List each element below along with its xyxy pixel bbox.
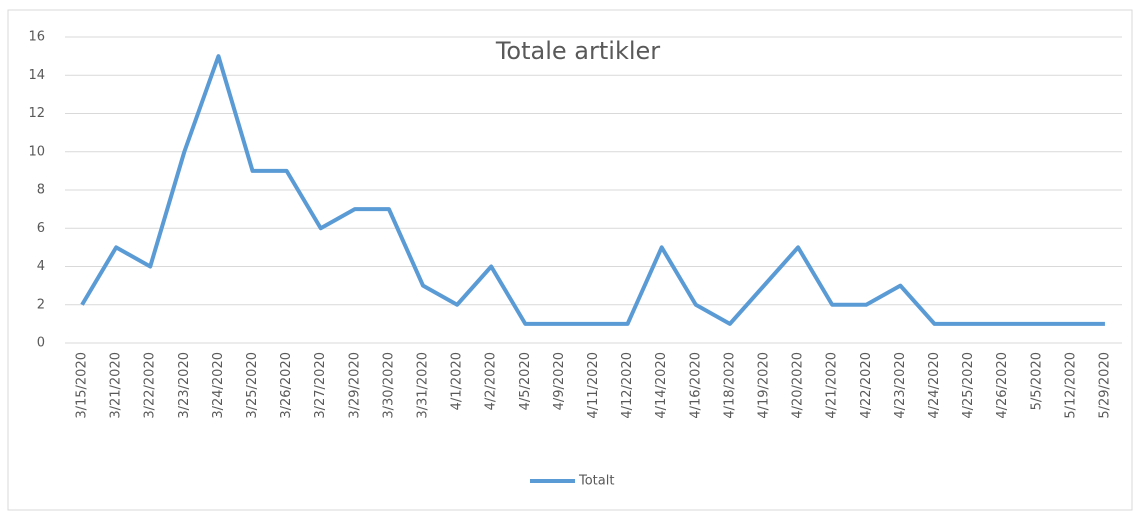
x-tick-label: 3/26/2020 [279,352,294,419]
y-tick-label: 16 [28,30,45,45]
y-tick-label: 14 [28,68,45,83]
line-series [80,54,1105,326]
x-tick-label: 4/2/2020 [484,352,499,410]
x-tick-label: 4/16/2020 [688,352,703,419]
y-tick-label: 10 [28,144,45,159]
x-tick-label: 3/22/2020 [143,352,158,419]
x-tick-label: 4/18/2020 [722,352,737,419]
x-tick-label: 3/29/2020 [347,352,362,419]
x-tick-label: 3/15/2020 [75,352,90,419]
x-tick-label: 4/24/2020 [927,352,942,419]
x-tick-label: 3/30/2020 [381,352,396,419]
x-tick-label: 3/31/2020 [416,352,431,419]
x-tick-label: 4/12/2020 [620,352,635,419]
x-tick-label: 4/25/2020 [961,352,976,419]
x-tick-label: 4/20/2020 [791,352,806,419]
y-tick-label: 0 [37,336,45,351]
x-tick-label: 4/1/2020 [450,352,465,410]
y-tick-label: 12 [28,106,45,121]
x-tick-label: 3/24/2020 [211,352,226,419]
chart-frame [7,9,1133,511]
x-tick-label: 4/21/2020 [825,352,840,419]
y-tick-label: 6 [37,221,45,236]
x-tick-label: 3/23/2020 [177,352,192,419]
x-tick-label: 4/26/2020 [995,352,1010,419]
legend-label: Totalt [578,474,614,489]
x-tick-label: 4/11/2020 [586,352,601,419]
x-tick-label: 4/22/2020 [859,352,874,419]
y-tick-label: 4 [37,259,45,274]
y-tick-label: 2 [37,297,45,312]
x-tick-label: 4/9/2020 [552,352,567,410]
x-tick-label: 5/12/2020 [1063,352,1078,419]
chart-title: Totale artikler [495,37,660,65]
x-tick-label: 4/5/2020 [518,352,533,410]
x-tick-label: 5/5/2020 [1029,352,1044,410]
x-tick-label: 4/14/2020 [654,352,669,419]
x-tick-label: 4/23/2020 [893,352,908,419]
x-tick-label: 3/25/2020 [245,352,260,419]
x-tick-label: 5/29/2020 [1097,352,1112,419]
y-tick-label: 8 [37,183,45,198]
x-tick-label: 3/27/2020 [313,352,328,419]
x-tick-label: 3/21/2020 [109,352,124,419]
x-tick-label: 4/19/2020 [756,352,771,419]
